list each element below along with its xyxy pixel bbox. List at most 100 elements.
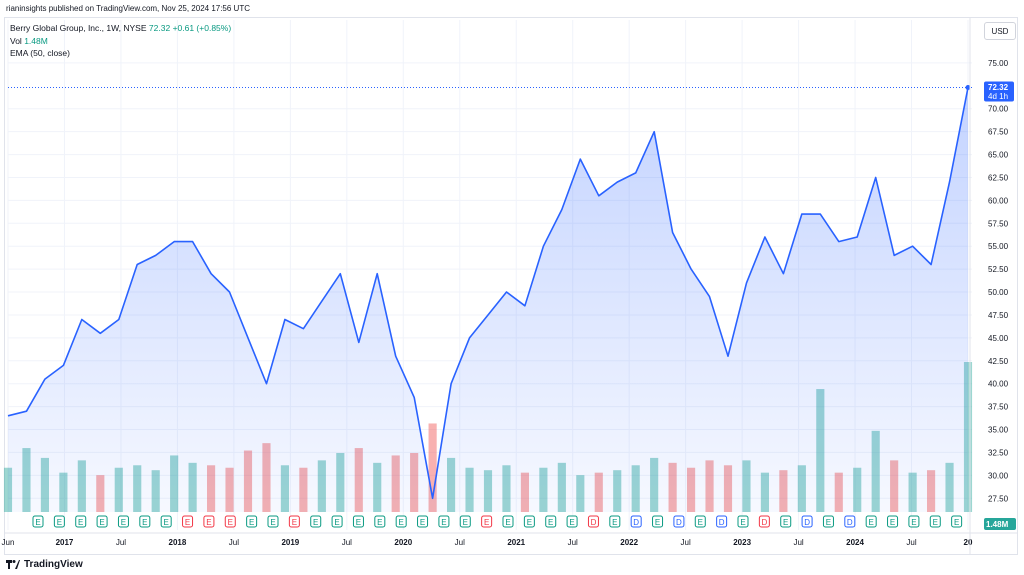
earnings-marker[interactable] [310,515,322,528]
earnings-marker-label: E [463,518,468,527]
earnings-marker-label: E [142,518,147,527]
earnings-marker[interactable] [951,515,963,528]
earnings-marker[interactable] [822,515,834,528]
earnings-marker[interactable] [139,515,151,528]
earnings-marker[interactable] [523,515,535,528]
earnings-marker[interactable] [652,515,664,528]
dividend-marker[interactable] [673,515,685,528]
earnings-marker[interactable] [865,515,877,528]
earnings-marker[interactable] [374,515,386,528]
earnings-marker[interactable] [395,515,407,528]
earnings-marker[interactable] [609,515,621,528]
earnings-marker[interactable] [96,515,108,528]
x-tick-label: 2022 [620,538,638,547]
y-tick-label: 50.00 [988,288,1009,297]
earnings-marker[interactable] [75,515,87,528]
y-tick-label: 30.00 [988,471,1009,480]
earnings-marker[interactable] [224,515,236,528]
earnings-marker-label: E [377,518,382,527]
earnings-marker[interactable] [203,515,215,528]
y-tick-label: 55.00 [988,242,1009,251]
dividend-marker[interactable] [716,515,728,528]
y-tick-label: 42.50 [988,357,1009,366]
earnings-marker[interactable] [780,515,792,528]
earnings-marker-label: E [484,518,489,527]
y-tick-label: 67.50 [988,128,1009,137]
earnings-marker[interactable] [887,515,899,528]
dividend-marker[interactable] [630,515,642,528]
legend-vol-label[interactable]: Vol [10,35,22,46]
dividend-marker[interactable] [844,515,856,528]
x-tick-label: Jul [116,538,126,547]
earnings-marker[interactable] [32,515,44,528]
x-tick-label: Jul [906,538,916,547]
earnings-marker[interactable] [459,515,471,528]
earnings-marker-label: E [698,518,703,527]
publish-note: rianinsights published on TradingView.co… [6,4,250,13]
earnings-marker[interactable] [908,515,920,528]
earnings-marker[interactable] [117,515,129,528]
earnings-marker[interactable] [929,515,941,528]
legend-vol-value: 1.48M [24,35,48,46]
earnings-marker-label: E [911,518,916,527]
earnings-marker-label: E [826,518,831,527]
chart-legend: Berry Global Group, Inc., 1W, NYSE 72.32… [10,22,231,60]
earnings-marker-label: E [206,518,211,527]
earnings-marker-label: E [890,518,895,527]
earnings-marker-label: E [783,518,788,527]
x-tick-label: Jun [2,538,15,547]
legend-volume-row: Vol 1.48M [10,35,231,48]
legend-ema-row[interactable]: EMA (50, close) [10,47,231,60]
legend-symbol[interactable]: Berry Global Group, Inc., 1W, NYSE [10,23,147,33]
earnings-marker[interactable] [331,515,343,528]
earnings-marker[interactable] [182,515,194,528]
volume-badge-value: 1.48M [986,520,1009,529]
y-tick-label: 45.00 [988,334,1009,343]
y-tick-label: 57.50 [988,219,1009,228]
y-tick-label: 35.00 [988,426,1009,435]
dividend-marker-label: D [591,518,597,527]
earnings-marker-label: E [740,518,745,527]
last-price-dot[interactable] [965,84,971,90]
earnings-marker[interactable] [267,515,279,528]
earnings-marker[interactable] [737,515,749,528]
earnings-marker[interactable] [288,515,300,528]
earnings-marker[interactable] [53,515,65,528]
dividend-marker-label: D [633,518,639,527]
earnings-marker-label: E [99,518,104,527]
earnings-marker-label: E [57,518,62,527]
legend-last: 72.32 [148,23,171,33]
earnings-marker-label: E [505,518,510,527]
y-tick-label: 27.50 [988,494,1009,503]
dividend-marker[interactable] [587,515,599,528]
currency-button[interactable]: USD [984,22,1016,40]
dividend-marker[interactable] [801,515,813,528]
earnings-marker[interactable] [566,515,578,528]
x-tick-label: 2017 [56,538,74,547]
earnings-marker-label: E [78,518,83,527]
dividend-marker[interactable] [758,515,770,528]
chart-frame [4,17,1018,555]
earnings-marker-label: E [954,518,959,527]
earnings-marker[interactable] [438,515,450,528]
earnings-marker[interactable] [417,515,429,528]
earnings-marker[interactable] [352,515,364,528]
earnings-marker[interactable] [481,515,493,528]
x-tick-label: 2024 [846,538,864,547]
price-badge[interactable] [984,81,1014,102]
earnings-marker-label: E [164,518,169,527]
earnings-marker[interactable] [246,515,258,528]
earnings-marker[interactable] [694,515,706,528]
earnings-marker[interactable] [160,515,172,528]
earnings-marker-label: E [869,518,874,527]
y-tick-label: 60.00 [988,196,1009,205]
y-tick-label: 65.00 [988,151,1009,160]
y-tick-label: 52.50 [988,265,1009,274]
x-tick-label: 2020 [394,538,412,547]
legend-ema[interactable]: EMA (50, close) [10,48,70,58]
earnings-marker[interactable] [545,515,557,528]
earnings-marker-label: E [569,518,574,527]
x-tick-label: 2021 [507,538,525,547]
earnings-marker[interactable] [502,515,514,528]
